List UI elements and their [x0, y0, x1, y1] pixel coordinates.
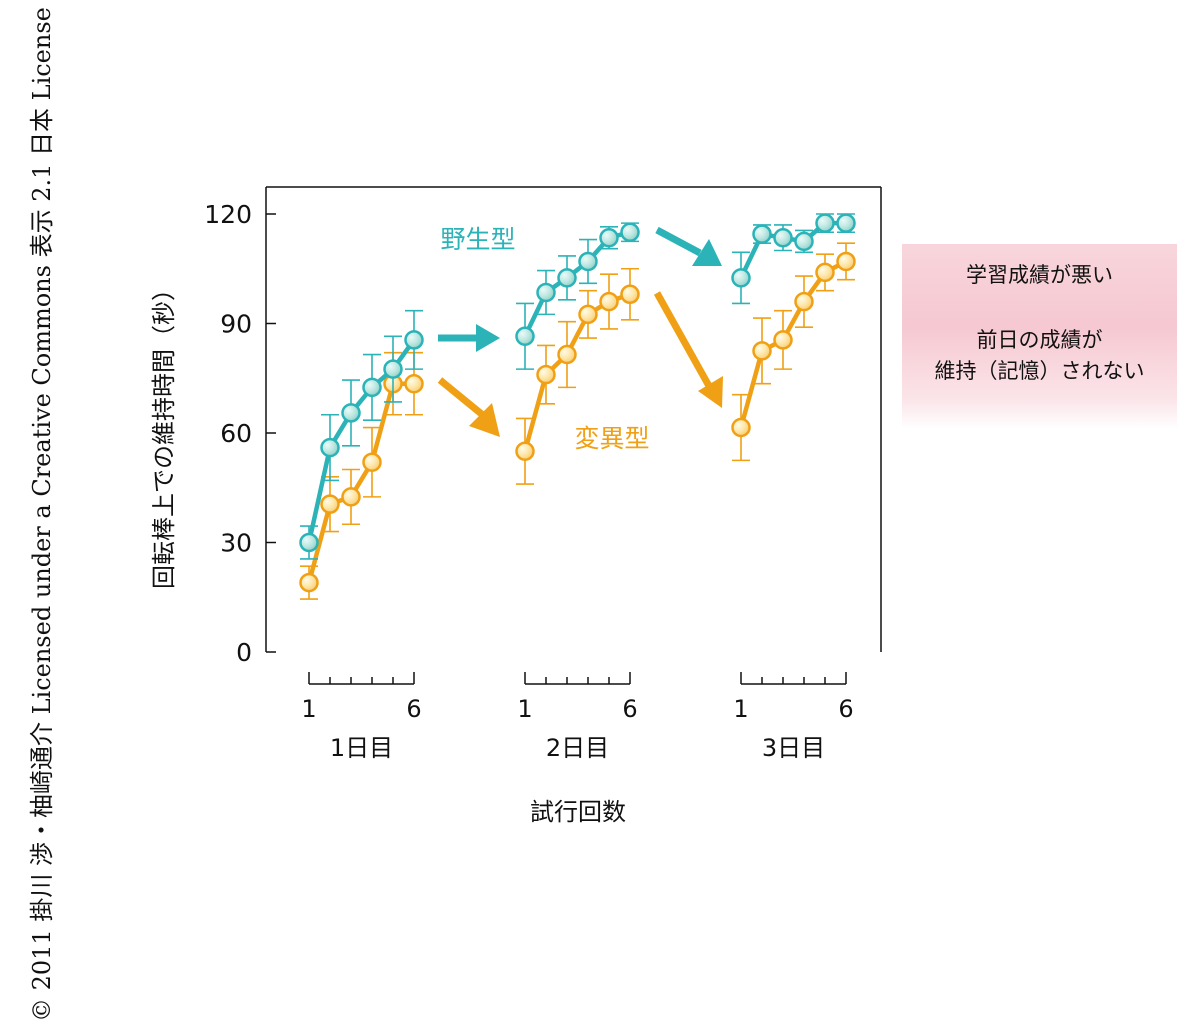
x-group-label: 2日目 — [546, 734, 609, 762]
data-point — [752, 224, 772, 244]
data-point — [557, 268, 577, 288]
data-point — [320, 437, 340, 458]
data-point — [794, 291, 814, 312]
callout-line-3: 維持（記憶）されない — [934, 359, 1145, 383]
x-tick-label: 1 — [733, 695, 748, 723]
data-point — [383, 359, 403, 379]
data-point — [620, 222, 640, 242]
data-point — [341, 487, 361, 507]
arrowhead-wt-day2-day3 — [692, 239, 722, 266]
x-tick-label: 6 — [406, 695, 421, 723]
data-point — [404, 330, 424, 350]
data-point — [731, 268, 751, 288]
x-group-label: 3日目 — [762, 734, 825, 762]
callout-line-1: 学習成績が悪い — [966, 263, 1113, 287]
y-tick-label: 90 — [220, 310, 252, 339]
plot-area — [299, 213, 856, 600]
data-point — [599, 227, 619, 248]
data-point — [404, 373, 424, 394]
x-axis: 1 6 1日目 1 6 2日目 1 6 3日目 — [301, 672, 854, 762]
arrowhead-wt-day1-day2 — [476, 324, 500, 352]
data-point — [815, 213, 835, 233]
series-line — [306, 381, 414, 584]
data-point — [299, 572, 319, 593]
arrowhead-mut-day2-day3 — [698, 376, 723, 408]
data-point — [536, 364, 556, 385]
y-tick-label: 0 — [236, 638, 252, 667]
arrow-mut-day2-day3 — [653, 291, 713, 388]
x-tick-label: 1 — [517, 695, 532, 723]
data-point — [578, 304, 598, 325]
x-tick-label: 6 — [622, 695, 637, 723]
callout-box: 学習成績が悪い 前日の成績が 維持（記憶）されない — [902, 244, 1177, 429]
y-tick-label: 30 — [220, 529, 252, 558]
data-point — [515, 326, 535, 347]
data-point — [557, 344, 577, 365]
series-label-wild-type: 野生型 — [440, 225, 515, 254]
x-axis-label: 試行回数 — [530, 798, 626, 826]
x-tick-label: 6 — [838, 695, 853, 723]
data-point — [815, 262, 835, 283]
data-point — [752, 341, 772, 361]
y-axis: 0 30 60 90 120 — [204, 200, 276, 667]
y-tick-label: 120 — [204, 200, 252, 229]
y-axis-label: 回転棒上での維持時間（秒） — [150, 277, 178, 589]
data-point — [794, 231, 814, 252]
data-point — [299, 532, 319, 553]
callout-line-2: 前日の成績が — [976, 328, 1103, 352]
annotation-arrows — [437, 226, 723, 437]
arrowhead-mut-day1-day2 — [469, 403, 500, 437]
series-mutant — [299, 242, 856, 600]
data-point — [341, 403, 361, 423]
data-point — [836, 213, 856, 233]
arrow-wt-day2-day3 — [655, 226, 702, 257]
data-point — [773, 227, 793, 248]
arrow-mut-day1-day2 — [437, 377, 487, 419]
data-point — [515, 441, 535, 461]
data-point — [731, 417, 751, 438]
data-point — [320, 494, 340, 514]
data-point — [836, 251, 856, 272]
series-label-mutant: 変異型 — [574, 424, 649, 453]
x-tick-label: 1 — [301, 695, 316, 723]
x-group-label: 1日目 — [330, 734, 393, 762]
y-tick-label: 60 — [220, 419, 252, 448]
data-point — [362, 452, 382, 472]
data-point — [362, 377, 382, 398]
series-wild-type — [299, 213, 856, 560]
data-point — [599, 291, 619, 312]
data-point — [536, 282, 556, 303]
data-point — [620, 284, 640, 305]
data-point — [773, 330, 793, 350]
data-point — [578, 251, 598, 272]
